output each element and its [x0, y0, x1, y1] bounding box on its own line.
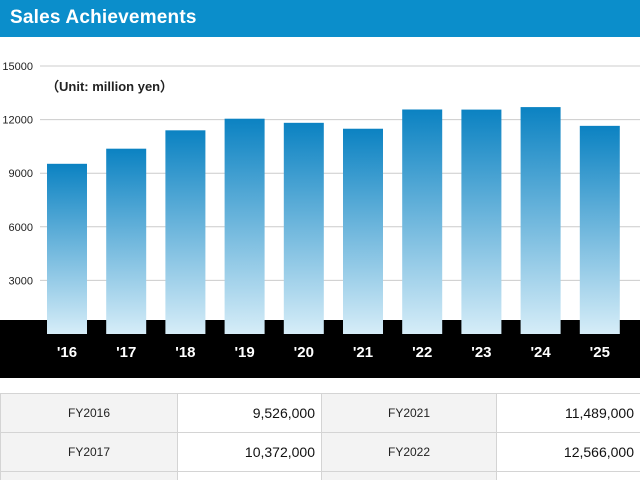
y-tick-label: 12000: [2, 115, 33, 127]
sales-bar-chart: 3000 6000 9000 12000 15000 （Unit: million ye…: [0, 61, 640, 378]
x-tick-label: '18: [175, 344, 195, 361]
bar: [402, 109, 443, 335]
x-tick-label: '20: [294, 344, 314, 361]
table-row: FY2017 10,372,000 FY2022 12,566,000: [0, 432, 640, 472]
bar: [106, 148, 147, 334]
table-cell-label: FY2017: [0, 432, 178, 472]
x-tick-label: '25: [590, 344, 610, 361]
bar: [224, 118, 265, 334]
bar: [283, 122, 324, 334]
unit-label: （Unit: million yen）: [46, 79, 173, 94]
x-tick-label: '21: [353, 344, 373, 361]
bar: [47, 163, 87, 334]
y-tick-label: 3000: [9, 275, 33, 287]
table-cell-value: 9,526,000: [177, 393, 322, 433]
page-title: Sales Achievements: [10, 7, 197, 28]
table-cell-label: FY2016: [0, 393, 178, 433]
x-tick-label: '23: [471, 344, 491, 361]
table-cell-label: [321, 471, 497, 480]
x-axis-labels: '16 '17 '18 '19 '20 '21 '22 '23 '24 '25: [57, 344, 610, 361]
bars: [47, 107, 620, 335]
table-cell-value: [496, 471, 640, 480]
table-cell-value: 12,566,000: [496, 432, 640, 472]
bar: [343, 128, 383, 334]
table-cell-value: 11,489,000: [496, 393, 640, 433]
y-axis-ticks: 3000 6000 9000 12000 15000: [2, 61, 33, 287]
bar: [165, 130, 206, 334]
table-cell-label: [0, 471, 178, 480]
y-tick-label: 9000: [9, 168, 33, 180]
sales-table: FY2016 9,526,000 FY2021 11,489,000 FY201…: [0, 393, 640, 480]
table-cell-value: 10,372,000: [177, 432, 322, 472]
table-cell-value: [177, 471, 322, 480]
x-tick-label: '19: [234, 344, 254, 361]
x-tick-label: '17: [116, 344, 136, 361]
x-tick-label: '22: [412, 344, 432, 361]
page-header: Sales Achievements: [0, 0, 640, 37]
bar: [520, 107, 561, 335]
bar: [461, 109, 502, 334]
x-tick-label: '16: [57, 344, 77, 361]
table-row: [0, 471, 640, 480]
table-cell-label: FY2021: [321, 393, 497, 433]
table-cell-label: FY2022: [321, 432, 497, 472]
x-tick-label: '24: [530, 344, 551, 361]
y-tick-label: 6000: [9, 222, 33, 234]
table-row: FY2016 9,526,000 FY2021 11,489,000: [0, 393, 640, 433]
bar: [579, 125, 620, 334]
y-tick-label: 15000: [2, 61, 33, 73]
